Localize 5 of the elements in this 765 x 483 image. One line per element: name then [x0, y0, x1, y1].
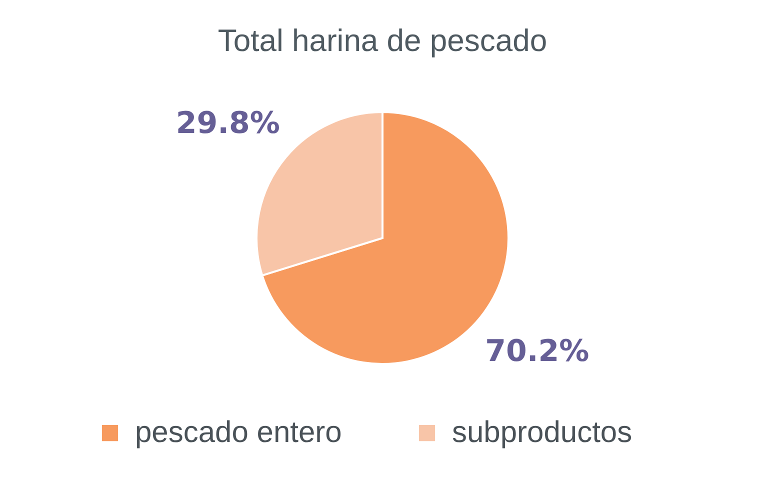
data-label: 29.8% — [176, 106, 280, 142]
chart-title: Total harina de pescado — [218, 23, 548, 58]
legend-label: pescado entero — [135, 416, 342, 449]
legend-label: subproductos — [452, 416, 632, 449]
data-label: 70.2% — [485, 334, 590, 369]
